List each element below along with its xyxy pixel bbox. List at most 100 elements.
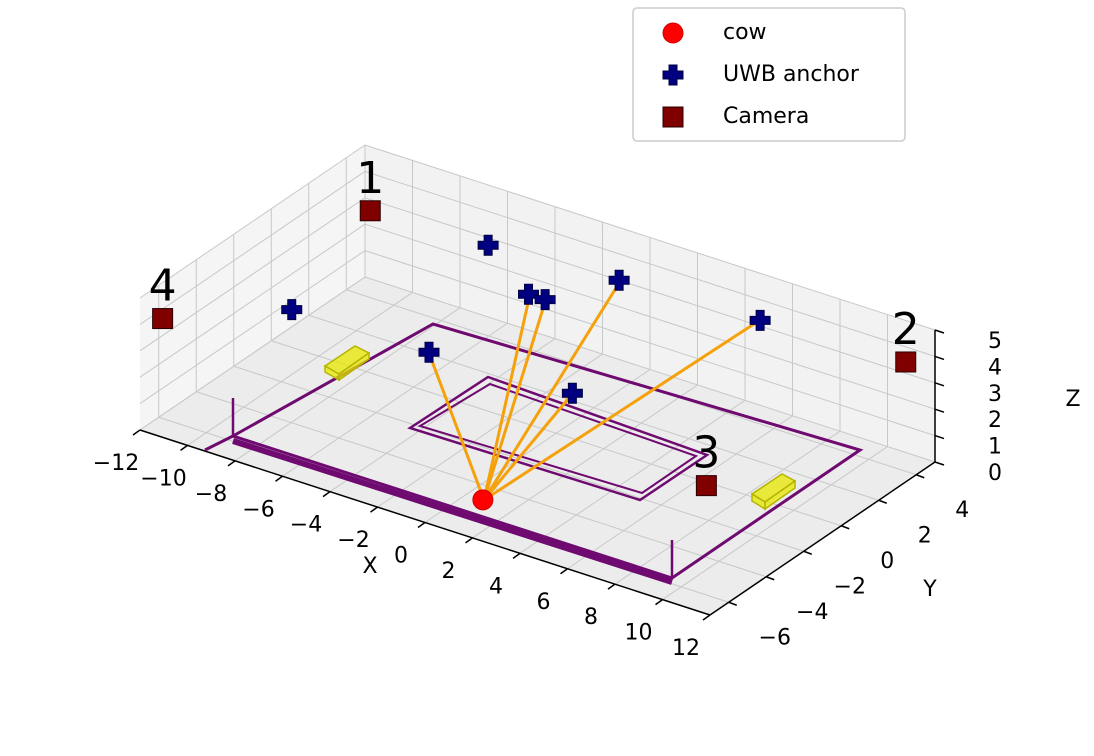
grid-line xyxy=(329,338,556,493)
y-axis-line xyxy=(709,461,936,616)
camera-label: 3 xyxy=(692,428,720,479)
z-tick-label: 3 xyxy=(988,382,1002,407)
y-tick xyxy=(878,499,888,504)
feeder xyxy=(764,479,796,511)
y-tick xyxy=(840,525,850,530)
legend-box xyxy=(632,7,906,142)
inner-fence xyxy=(407,375,710,502)
x-tick xyxy=(180,444,188,452)
grid-line xyxy=(271,340,842,527)
grid-line xyxy=(139,197,366,352)
x-tick-label: 0 xyxy=(394,544,408,569)
grid-line xyxy=(472,384,698,539)
y-tick-label: −6 xyxy=(759,625,791,650)
legend-marker xyxy=(662,22,684,44)
y-tick-label: −2 xyxy=(834,574,866,599)
y-tick xyxy=(915,474,925,479)
grid-line xyxy=(139,144,366,299)
grid-line xyxy=(519,399,746,554)
anchor-point xyxy=(477,234,499,256)
feeder xyxy=(338,351,370,382)
y-tick-label: 4 xyxy=(955,498,969,523)
x-tick xyxy=(370,506,378,513)
x-tick xyxy=(465,537,473,544)
grid-line xyxy=(364,276,936,463)
x-tick-label: 10 xyxy=(625,621,653,646)
z-tick xyxy=(934,434,945,440)
z-tick-label: 2 xyxy=(988,408,1002,433)
z-tick xyxy=(934,355,945,361)
grid-line xyxy=(364,223,936,410)
anchor-point xyxy=(518,283,539,305)
legend-label: Camera xyxy=(723,104,809,129)
x-tick-label: 8 xyxy=(584,605,598,630)
x-tick xyxy=(607,583,616,590)
range-line xyxy=(482,298,548,501)
camera-label: 2 xyxy=(892,304,920,355)
y-tick xyxy=(728,601,738,606)
y-tick-label: 2 xyxy=(918,523,932,548)
range-line xyxy=(482,279,623,501)
x-tick xyxy=(322,491,331,498)
anchor-point xyxy=(749,309,771,331)
x-tick xyxy=(417,521,426,529)
legend: cow UWB anchor Camera xyxy=(632,7,906,142)
fence-rail xyxy=(204,434,234,452)
x-tick xyxy=(655,598,663,606)
legend-label: UWB anchor xyxy=(723,62,860,87)
marks: 1 2 3 4 xyxy=(149,153,920,511)
grid-line xyxy=(139,170,366,325)
z-tick xyxy=(934,329,945,334)
grid-line xyxy=(139,223,366,378)
x-tick-label: −12 xyxy=(93,451,139,476)
legend-label: cow xyxy=(723,20,767,45)
grid-line xyxy=(662,446,888,600)
grid-line xyxy=(139,250,366,405)
grid-line xyxy=(139,276,366,431)
x-tick-label: 4 xyxy=(489,574,503,599)
x-tick-label: −2 xyxy=(337,528,369,553)
range-lines xyxy=(427,279,761,502)
y-axis-label: Y xyxy=(922,577,937,602)
camera-label: 1 xyxy=(356,153,384,204)
grid-line xyxy=(364,170,936,357)
grid-line xyxy=(364,197,936,384)
grid-line xyxy=(377,353,603,508)
z-tick xyxy=(934,382,945,387)
z-tick-label: 4 xyxy=(988,355,1002,380)
anchor-point xyxy=(418,341,440,363)
x-tick-label: −6 xyxy=(242,497,274,522)
grid-line xyxy=(364,250,936,437)
camera-point xyxy=(359,200,381,222)
feeders xyxy=(323,345,797,511)
x-tick xyxy=(275,475,283,482)
x-tick-label: 2 xyxy=(442,559,456,584)
y-tick xyxy=(803,550,813,555)
x-axis-label: X xyxy=(362,554,377,579)
x-tick-label: −4 xyxy=(290,513,322,538)
x-tick-label: −10 xyxy=(140,466,186,491)
range-line xyxy=(482,392,575,501)
grid-line xyxy=(187,292,413,446)
camera-point xyxy=(152,308,174,330)
z-tick-label: 0 xyxy=(988,461,1002,486)
anchor-point xyxy=(281,299,303,321)
x-tick xyxy=(512,552,521,559)
y-tick-label: −4 xyxy=(796,600,828,625)
cow-point xyxy=(472,489,494,511)
grid-line xyxy=(614,430,841,585)
z-tick-label: 5 xyxy=(988,329,1002,354)
x-tick-label: −8 xyxy=(195,482,227,507)
anchor-point xyxy=(534,289,556,311)
z-tick xyxy=(934,461,945,466)
camera-point xyxy=(695,475,717,497)
x-tick xyxy=(227,460,236,467)
y-tick-label: 0 xyxy=(880,549,894,574)
camera-point xyxy=(895,351,917,373)
range-line xyxy=(483,318,761,502)
grid-line xyxy=(308,314,879,501)
grid-line xyxy=(424,369,651,523)
grid-line xyxy=(567,415,793,570)
x-tick xyxy=(560,568,568,575)
